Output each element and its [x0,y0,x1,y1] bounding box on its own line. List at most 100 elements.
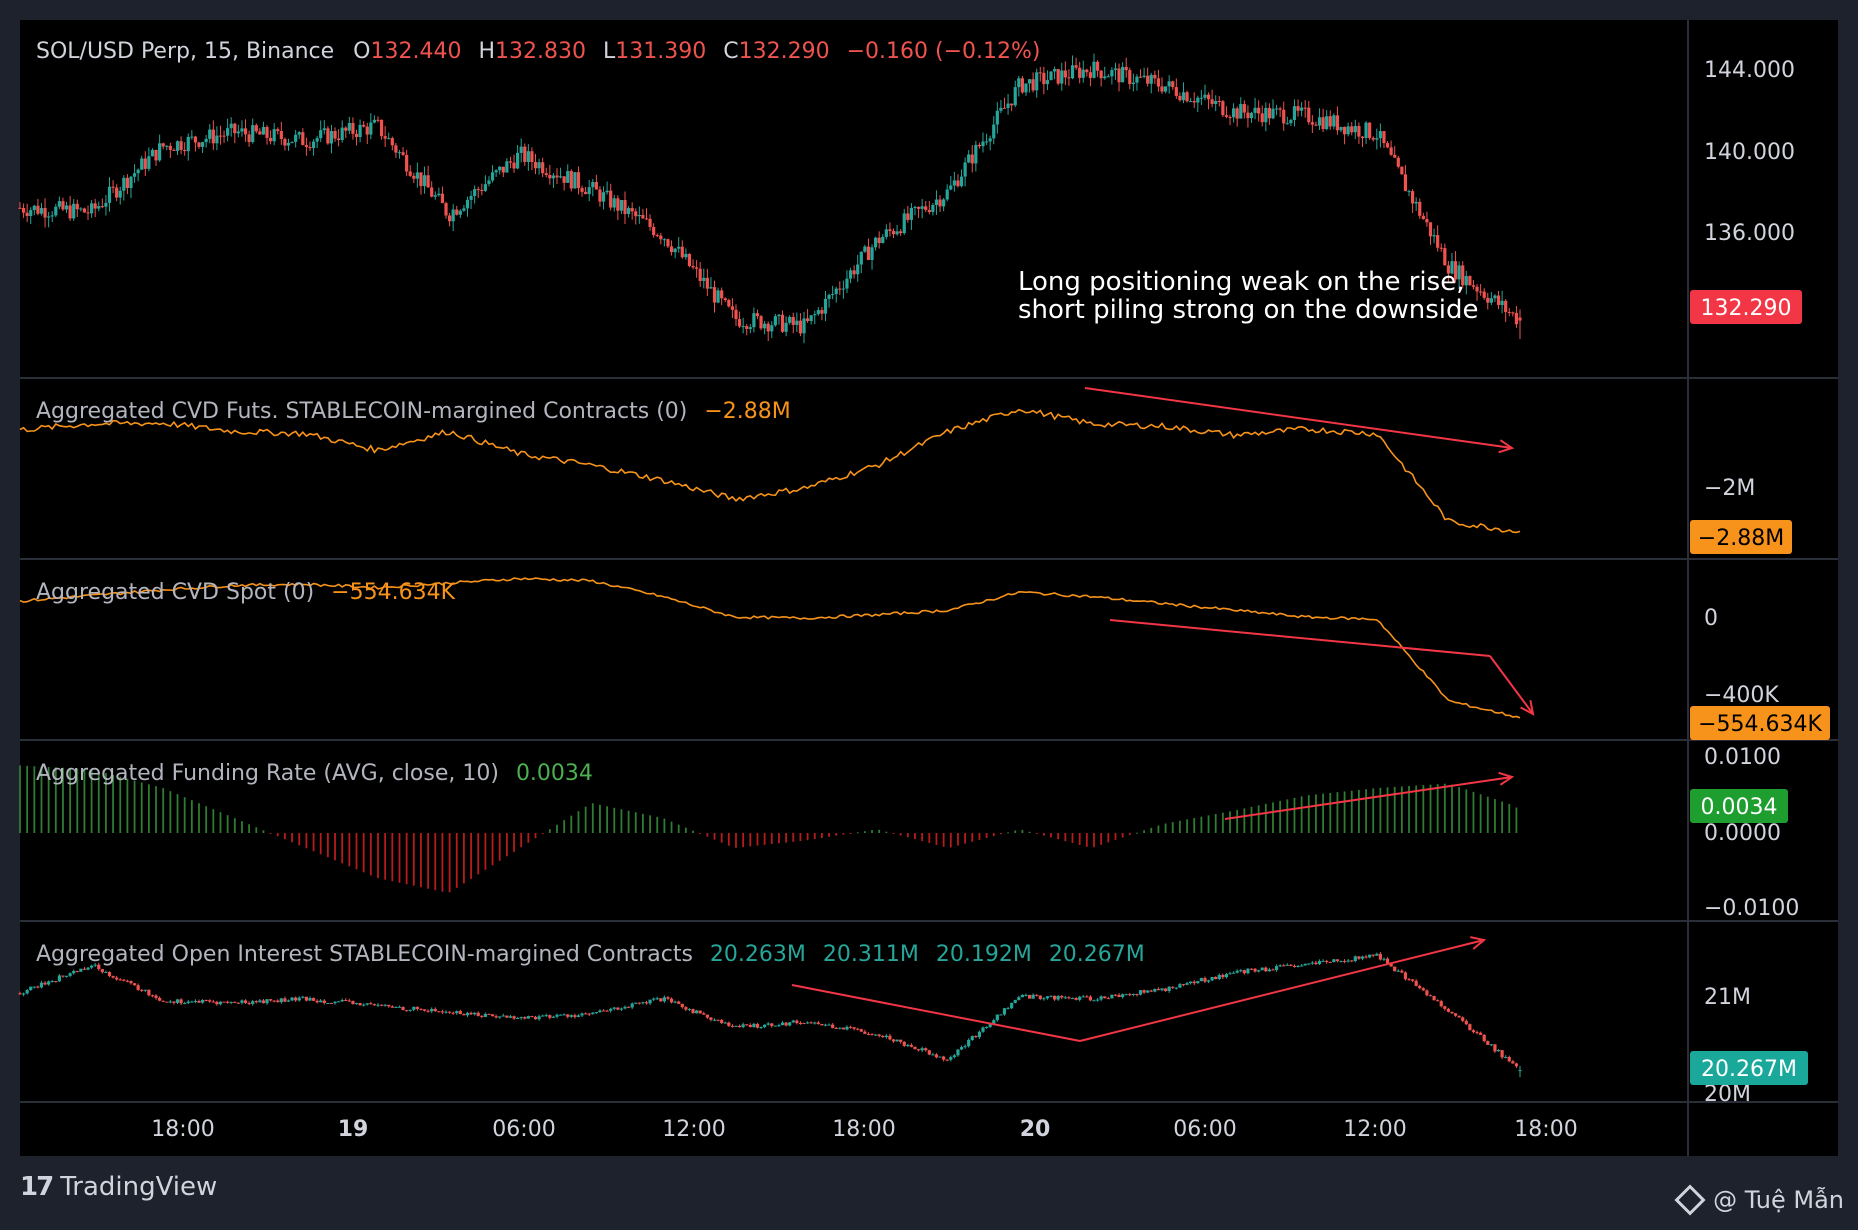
oi-candle [558,1014,563,1016]
oi-candle [551,1016,556,1018]
price-candle [612,198,616,208]
oi-candle [490,1014,495,1017]
price-candle [838,288,842,290]
funding-bar [992,833,995,837]
price-candle [1278,108,1282,110]
funding-bar [1114,833,1117,840]
price-candle [952,180,956,186]
oi-candle [970,1036,974,1041]
price-candle [533,162,538,169]
oi-decline-line [791,984,1081,1042]
price-candle [1504,300,1508,312]
price-candle [1479,291,1483,293]
price-candle [984,141,989,143]
oi-candle [483,1013,487,1017]
funding-bar [1358,789,1360,833]
oi-candle [752,1023,756,1028]
price-candle [487,180,491,185]
funding-bar [119,776,122,833]
price-candle [1307,107,1311,123]
oi-candle [605,1010,609,1012]
oi-candle [1468,1024,1472,1031]
funding-tick-pos: 0.0100 [1704,745,1781,770]
price-candle [1045,80,1050,85]
oi-candle [18,993,22,995]
funding-bar [957,833,959,846]
oi-candle [680,1003,684,1008]
oi-candle [165,1001,169,1003]
oi-candle [283,998,287,1002]
oi-candle [1411,979,1415,981]
oi-candle [319,1000,323,1003]
oi-candle [716,1019,720,1021]
price-candle [154,149,158,161]
price-candle [541,162,545,174]
funding-bar [1057,833,1060,840]
funding-bar [1365,789,1367,833]
price-candle [379,119,384,137]
funding-bar [1350,790,1353,833]
price-candle [279,130,283,140]
price-candle [1013,87,1017,106]
oi-candle [268,999,273,1001]
oi-candle [1031,994,1035,999]
price-candle [852,270,856,275]
oi-candle [147,989,151,996]
price-candle [129,176,133,189]
price-candle [788,316,792,323]
oi-candle [523,1017,527,1019]
price-candle [619,200,624,211]
oi-candle [333,1001,337,1004]
price-candle [1264,107,1268,123]
price-candle [347,123,351,131]
funding-bar [291,833,293,843]
price-candle [1500,300,1504,306]
price-candle [992,124,996,139]
price-candle [730,306,735,310]
funding-bar [1207,815,1210,833]
oi-candle [473,1012,477,1015]
oi-candle [795,1020,799,1024]
price-candle [75,203,79,210]
oi-candle [967,1040,971,1047]
oi-candle [455,1011,459,1014]
tradingview-brand[interactable]: 17 TradingView [20,1172,217,1202]
oi-candle [1074,998,1078,1000]
price-candle [870,247,874,260]
price-candle [526,151,530,162]
price-candle [483,184,487,191]
oi-candle [254,1001,258,1003]
price-candle [666,239,670,247]
funding-tick-zero: 0.0000 [1704,821,1781,846]
oi-candle [1081,996,1085,998]
price-candle [891,230,896,235]
price-candle [222,135,226,137]
oi-candle [1375,953,1379,956]
price-candle [1092,61,1096,78]
price-candle [616,198,620,211]
oi-candle [1382,958,1386,960]
oi-candle [856,1028,860,1030]
price-candle [770,325,774,332]
price-candle [283,139,287,146]
funding-bar [1336,792,1339,833]
price-candle [809,315,813,322]
oi-last-text: 20.267M [1701,1057,1797,1082]
oi-candle [580,1013,584,1016]
funding-bar [1494,799,1496,833]
funding-bar [305,833,308,849]
oi-candle [369,1003,373,1005]
cvd-futs-last-text: −2.88M [1698,526,1784,551]
price-candle [1282,109,1286,124]
oi-candle [158,997,162,1001]
oi-candle [1056,995,1060,1000]
oi-candle [222,1001,226,1003]
price-candle [229,123,233,129]
oi-candle [1103,996,1107,999]
price-candle [1049,71,1053,81]
funding-bar [534,833,537,839]
author-credit: @ Tuệ Mẫn [1674,1184,1844,1216]
funding-bar [742,833,745,848]
oi-candle [315,1000,319,1003]
